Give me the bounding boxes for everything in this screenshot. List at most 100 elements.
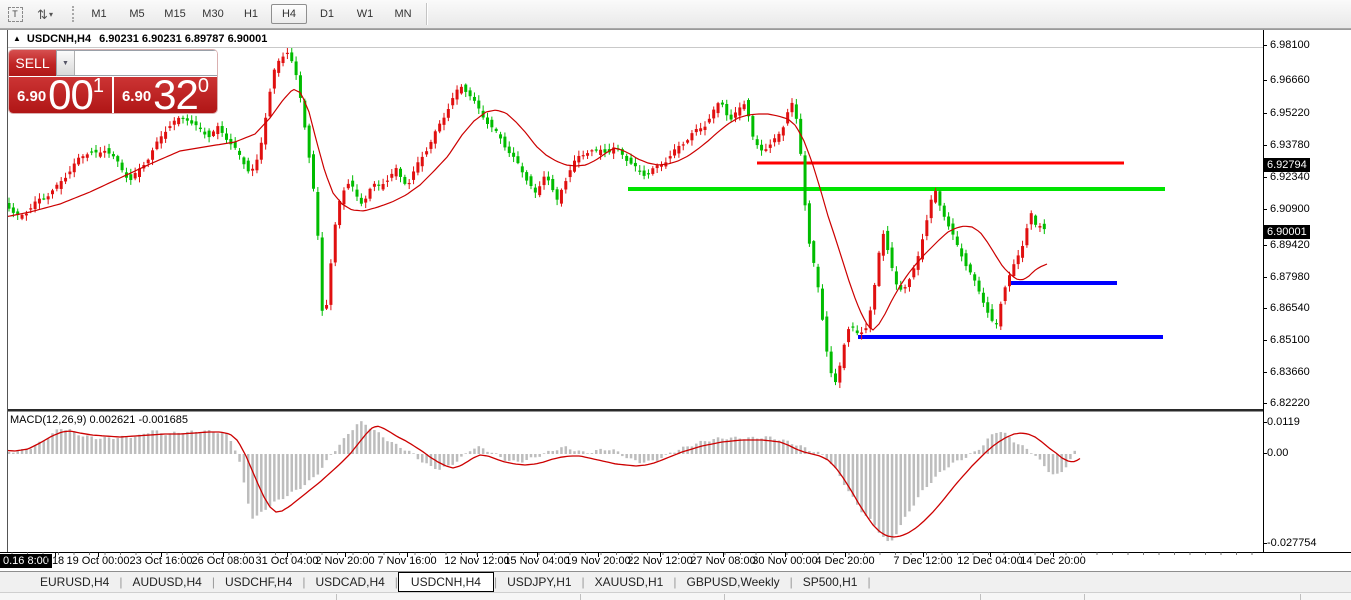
timeframe-button-d1[interactable]: D1 [319, 8, 335, 20]
macd-axis-label: 0.00 [1267, 447, 1289, 459]
tab-separator: | [673, 575, 677, 589]
macd-axis-label: -0.027754 [1267, 537, 1317, 549]
sell-price-pip-digit: 1 [92, 75, 105, 97]
time-axis-label: 19 Nov 20:00 [565, 555, 631, 567]
macd-signal-line [8, 425, 1081, 538]
strip-tick [1300, 594, 1301, 600]
tab-separator: | [394, 575, 398, 589]
buy-price-pip-digit: 0 [197, 75, 210, 97]
time-axis-label: 7 Nov 16:00 [377, 555, 437, 567]
macd-main-value: 0.002621 [89, 414, 136, 426]
time-axis-label: 15 Nov 04:00 [504, 555, 570, 567]
volume-control: ▼ ▲ [56, 50, 217, 76]
chart-tab-gbpusd[interactable]: GBPUSD,Weekly [686, 575, 780, 589]
tab-separator: | [302, 575, 306, 589]
chart-tab-sp500[interactable]: SP500,H1 [802, 575, 858, 589]
time-axis-label: 4 Dec 20:00 [815, 555, 875, 567]
time-axis-label: 30 Nov 00:00 [752, 555, 818, 567]
time-axis-label: 2 Nov 20:00 [315, 555, 375, 567]
price-pane[interactable] [0, 47, 1165, 389]
macd-signal-value: -0.001685 [138, 414, 188, 426]
tab-separator: | [867, 575, 871, 589]
price-axis-label: 6.87980 [1270, 271, 1310, 283]
time-axis-label: 12 Nov 12:00 [444, 555, 510, 567]
time-axis-label: 31 Oct 04:00 [255, 555, 319, 567]
price-axis-label: 6.98100 [1270, 39, 1310, 51]
strip-tick [1084, 594, 1085, 600]
price-axis-label: 6.85100 [1270, 334, 1310, 346]
pointer-tool-button[interactable]: T [4, 3, 26, 25]
tab-separator: | [211, 575, 215, 589]
price-axis-label: 6.92340 [1270, 171, 1310, 183]
time-axis-label: 14 Dec 20:00 [1020, 555, 1086, 567]
time-axis-label: 018 [45, 555, 65, 567]
moving-average-line[interactable] [0, 88, 1048, 331]
arrange-charts-button[interactable]: ⇅ ▾ [28, 3, 62, 25]
time-axis-label: 12 Dec 04:00 [957, 555, 1023, 567]
arrange-icon: ⇅ [37, 6, 48, 22]
price-axis-label: 6.89420 [1270, 239, 1310, 251]
timeframe-button-mn[interactable]: MN [394, 8, 412, 20]
price-axis-label: 6.86540 [1270, 302, 1310, 314]
chart-ohlc-values: 6.90231 6.90231 6.89787 6.90001 [99, 32, 268, 45]
time-axis-label: 7 Dec 12:00 [893, 555, 953, 567]
macd-name: MACD(12,26,9) [10, 414, 87, 426]
time-axis-label: 26 Oct 08:00 [191, 555, 255, 567]
chart-tab-usdchf[interactable]: USDCHF,H4 [224, 575, 293, 589]
tab-separator: | [493, 575, 498, 589]
volume-decrease-button[interactable]: ▼ [57, 51, 75, 75]
tab-separator: | [789, 575, 793, 589]
buy-price[interactable]: 6.90 32 0 [114, 71, 217, 114]
timeframe-button-w1[interactable]: W1 [356, 8, 374, 20]
price-axis-label: 6.96660 [1270, 74, 1310, 86]
chart-tab-usdjpy[interactable]: USDJPY,H1 [507, 575, 572, 589]
chart-tab-eurusd[interactable]: EURUSD,H4 [40, 575, 110, 589]
line-price-badge: 6.92794 [1264, 158, 1310, 172]
tab-separator: | [581, 575, 585, 589]
macd-pane[interactable] [0, 421, 1081, 542]
toolbar-grip[interactable] [72, 6, 74, 22]
chart-tab-bar: EURUSD,H4 | AUDUSD,H4 | USDCHF,H4 | USDCAD,H4 |… [0, 571, 1351, 592]
price-axis-label: 6.90900 [1270, 203, 1310, 215]
timeframe-button-m1[interactable]: M1 [91, 8, 107, 20]
timeframe-button-h4[interactable]: H4 [271, 4, 307, 24]
timeframe-button-m5[interactable]: M5 [129, 8, 145, 20]
price-axis-label: 6.82220 [1270, 397, 1310, 409]
bottom-scroll-strip[interactable] [0, 592, 1351, 600]
one-click-trade-panel: SELL ▼ ▲ BUY 6.90 00 1 6.90 32 0 [9, 50, 217, 113]
pane-splitter[interactable] [8, 409, 1263, 412]
chart-symbol: USDCNH,H4 [26, 32, 92, 45]
timeframe-button-h1[interactable]: H1 [243, 8, 259, 20]
volume-input[interactable] [75, 51, 217, 75]
time-axis-label: 22 Nov 12:00 [627, 555, 693, 567]
time-axis-label: 23 Oct 16:00 [129, 555, 193, 567]
chart-tab-usdcad[interactable]: USDCAD,H4 [315, 575, 385, 589]
sell-price-big-digits: 00 [48, 71, 94, 114]
time-axis-label: 19 Oct 00:00 [66, 555, 130, 567]
buy-price-prefix: 6.90 [121, 88, 152, 105]
price-axis-label: 6.93780 [1270, 139, 1310, 151]
buy-price-big-digits: 32 [153, 71, 199, 114]
strip-tick [980, 594, 981, 600]
macd-axis-label: 0.0119 [1267, 416, 1300, 428]
chart-header: ▲ USDCNH,H4 6.90231 6.90231 6.89787 6.90… [8, 30, 1263, 47]
chart-tab-xauusd[interactable]: XAUUSD,H1 [594, 575, 664, 589]
sell-button[interactable]: SELL [9, 50, 56, 76]
pointer-tool-icon: T [7, 6, 23, 22]
timeframe-button-m30[interactable]: M30 [202, 8, 224, 20]
chart-tab-audusd[interactable]: AUDUSD,H4 [132, 575, 202, 589]
macd-indicator-label: MACD(12,26,9) 0.002621 -0.001685 [10, 414, 188, 426]
timeframe-button-group: M1 M5 M15 M30 H1 H4 D1 W1 MN [80, 4, 422, 24]
current-price-badge: 6.90001 [1264, 225, 1310, 239]
price-axis-label: 6.95220 [1270, 107, 1310, 119]
time-axis-label: 27 Nov 08:00 [690, 555, 756, 567]
tab-separator: | [119, 575, 123, 589]
price-axis-label: 6.83660 [1270, 366, 1310, 378]
sell-price[interactable]: 6.90 00 1 [9, 71, 112, 114]
chart-tab-usdcnh[interactable]: USDCNH,H4 [397, 572, 494, 592]
collapse-triangle-icon[interactable]: ▲ [13, 34, 21, 43]
strip-tick [336, 594, 337, 600]
timeframe-button-m15[interactable]: M15 [164, 8, 186, 20]
chevron-down-icon: ▾ [48, 9, 53, 19]
